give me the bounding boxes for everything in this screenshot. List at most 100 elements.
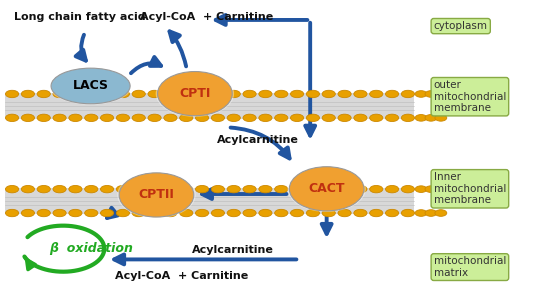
Text: Acyl-CoA  + Carnitine: Acyl-CoA + Carnitine: [115, 271, 249, 281]
Circle shape: [322, 185, 335, 193]
Bar: [5, 93, 414, 119]
Circle shape: [180, 185, 193, 193]
Circle shape: [338, 90, 351, 98]
Circle shape: [195, 209, 209, 217]
Ellipse shape: [289, 167, 364, 211]
Circle shape: [5, 185, 19, 193]
Circle shape: [227, 209, 240, 217]
Circle shape: [306, 209, 320, 217]
Circle shape: [211, 114, 225, 122]
Text: Acylcarnitine: Acylcarnitine: [192, 245, 274, 255]
Circle shape: [164, 185, 177, 193]
Circle shape: [425, 210, 437, 216]
Circle shape: [243, 90, 256, 98]
Circle shape: [401, 90, 414, 98]
Text: CPTI: CPTI: [179, 87, 211, 100]
Circle shape: [401, 185, 414, 193]
Ellipse shape: [288, 165, 366, 212]
Circle shape: [21, 114, 35, 122]
Circle shape: [180, 209, 193, 217]
Circle shape: [69, 114, 82, 122]
Circle shape: [274, 185, 288, 193]
Circle shape: [100, 185, 114, 193]
Circle shape: [435, 115, 447, 121]
Circle shape: [401, 114, 414, 122]
Circle shape: [435, 91, 447, 97]
Circle shape: [415, 210, 427, 216]
Circle shape: [243, 209, 256, 217]
Ellipse shape: [49, 67, 132, 105]
Circle shape: [100, 114, 114, 122]
Text: Acyl-CoA  + Carnitine: Acyl-CoA + Carnitine: [140, 12, 273, 22]
Circle shape: [37, 185, 51, 193]
Circle shape: [21, 209, 35, 217]
Ellipse shape: [117, 172, 195, 218]
Circle shape: [164, 90, 177, 98]
Circle shape: [5, 90, 19, 98]
Circle shape: [369, 185, 383, 193]
Circle shape: [259, 114, 272, 122]
Circle shape: [274, 209, 288, 217]
Circle shape: [132, 114, 145, 122]
Circle shape: [369, 209, 383, 217]
Circle shape: [435, 210, 447, 216]
Circle shape: [5, 114, 19, 122]
Circle shape: [164, 114, 177, 122]
Text: mitochondrial
matrix: mitochondrial matrix: [434, 256, 506, 278]
Circle shape: [116, 185, 130, 193]
Circle shape: [306, 114, 320, 122]
Circle shape: [148, 209, 161, 217]
Circle shape: [385, 90, 399, 98]
Circle shape: [290, 90, 304, 98]
Circle shape: [369, 114, 383, 122]
Text: CPTII: CPTII: [138, 188, 175, 201]
Circle shape: [53, 90, 66, 98]
Circle shape: [243, 114, 256, 122]
Circle shape: [338, 185, 351, 193]
Circle shape: [132, 185, 145, 193]
Circle shape: [435, 186, 447, 192]
Circle shape: [195, 114, 209, 122]
Circle shape: [322, 209, 335, 217]
Circle shape: [306, 90, 320, 98]
Circle shape: [69, 185, 82, 193]
Circle shape: [132, 209, 145, 217]
Ellipse shape: [156, 70, 234, 117]
Circle shape: [227, 185, 240, 193]
Circle shape: [306, 185, 320, 193]
Circle shape: [37, 114, 51, 122]
Circle shape: [415, 91, 427, 97]
Circle shape: [354, 209, 367, 217]
Circle shape: [290, 209, 304, 217]
Circle shape: [415, 115, 427, 121]
Circle shape: [100, 209, 114, 217]
Circle shape: [354, 90, 367, 98]
Circle shape: [116, 209, 130, 217]
Text: Long chain fatty acid: Long chain fatty acid: [14, 12, 145, 22]
Circle shape: [227, 114, 240, 122]
Circle shape: [425, 91, 437, 97]
Text: β  oxidation: β oxidation: [49, 242, 133, 255]
Circle shape: [259, 185, 272, 193]
Text: outer
mitochondrial
membrane: outer mitochondrial membrane: [434, 80, 506, 113]
Circle shape: [425, 186, 437, 192]
Circle shape: [259, 90, 272, 98]
Circle shape: [53, 209, 66, 217]
Circle shape: [53, 185, 66, 193]
Circle shape: [227, 90, 240, 98]
Text: LACS: LACS: [72, 80, 109, 92]
Circle shape: [85, 185, 98, 193]
Circle shape: [116, 90, 130, 98]
Circle shape: [195, 185, 209, 193]
Circle shape: [243, 185, 256, 193]
Bar: [5, 188, 414, 214]
Circle shape: [53, 114, 66, 122]
Circle shape: [290, 185, 304, 193]
Circle shape: [369, 90, 383, 98]
Circle shape: [322, 90, 335, 98]
Circle shape: [69, 90, 82, 98]
Text: Inner
mitochondrial
membrane: Inner mitochondrial membrane: [434, 172, 506, 205]
Circle shape: [211, 209, 225, 217]
Circle shape: [401, 209, 414, 217]
Circle shape: [385, 185, 399, 193]
